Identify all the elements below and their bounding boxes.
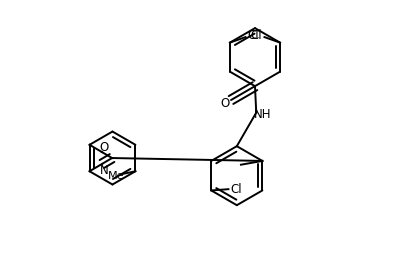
Text: Cl: Cl xyxy=(251,29,262,42)
Text: O: O xyxy=(100,140,109,153)
Text: Cl: Cl xyxy=(230,182,242,195)
Text: Me: Me xyxy=(107,170,124,180)
Text: Cl: Cl xyxy=(248,29,259,42)
Text: NH: NH xyxy=(254,108,271,121)
Text: O: O xyxy=(221,96,230,109)
Text: N: N xyxy=(100,163,109,176)
